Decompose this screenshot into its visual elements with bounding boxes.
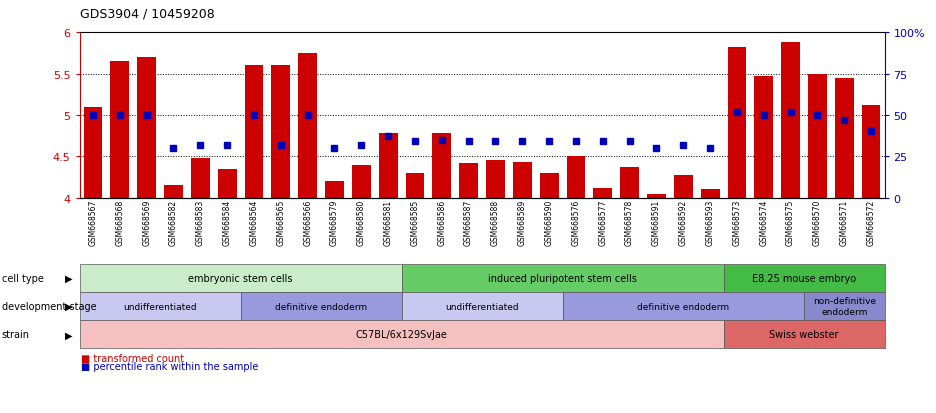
Text: GDS3904 / 10459208: GDS3904 / 10459208 xyxy=(80,8,214,21)
Bar xyxy=(218,169,237,198)
Bar xyxy=(727,48,746,198)
Bar xyxy=(674,175,693,198)
Bar xyxy=(593,188,612,198)
Bar xyxy=(647,194,665,198)
Text: non-definitive
endoderm: non-definitive endoderm xyxy=(812,297,876,316)
Bar xyxy=(513,163,532,198)
Bar xyxy=(83,107,102,198)
Text: ■ percentile rank within the sample: ■ percentile rank within the sample xyxy=(81,361,259,371)
Bar xyxy=(540,173,559,198)
Text: E8.25 mouse embryo: E8.25 mouse embryo xyxy=(752,273,856,283)
Bar xyxy=(271,66,290,198)
Bar xyxy=(299,54,317,198)
Text: ■ transformed count: ■ transformed count xyxy=(81,353,184,363)
Bar xyxy=(379,134,398,198)
Bar xyxy=(621,168,639,198)
Bar xyxy=(754,77,773,198)
Bar xyxy=(460,164,478,198)
Bar xyxy=(244,66,263,198)
Text: strain: strain xyxy=(2,330,30,339)
Bar xyxy=(138,58,156,198)
Text: C57BL/6x129SvJae: C57BL/6x129SvJae xyxy=(356,330,447,339)
Text: ▶: ▶ xyxy=(65,301,72,311)
Text: undifferentiated: undifferentiated xyxy=(446,302,519,311)
Text: definitive endoderm: definitive endoderm xyxy=(275,302,367,311)
Text: development stage: development stage xyxy=(2,301,96,311)
Text: ▶: ▶ xyxy=(65,330,72,339)
Bar xyxy=(862,106,881,198)
Bar xyxy=(566,157,585,198)
Bar xyxy=(782,43,800,198)
Bar xyxy=(110,62,129,198)
Text: cell type: cell type xyxy=(2,273,44,283)
Bar xyxy=(405,173,424,198)
Text: definitive endoderm: definitive endoderm xyxy=(637,302,729,311)
Bar xyxy=(701,190,720,198)
Bar xyxy=(835,78,854,198)
Text: induced pluripotent stem cells: induced pluripotent stem cells xyxy=(488,273,637,283)
Bar xyxy=(191,159,210,198)
Text: embryonic stem cells: embryonic stem cells xyxy=(188,273,293,283)
Text: Swiss webster: Swiss webster xyxy=(769,330,839,339)
Bar xyxy=(164,186,183,198)
Bar xyxy=(808,74,826,198)
Bar xyxy=(486,161,505,198)
Bar xyxy=(352,165,371,198)
Text: ▶: ▶ xyxy=(65,273,72,283)
Bar xyxy=(432,134,451,198)
Bar xyxy=(325,182,344,198)
Text: undifferentiated: undifferentiated xyxy=(124,302,197,311)
